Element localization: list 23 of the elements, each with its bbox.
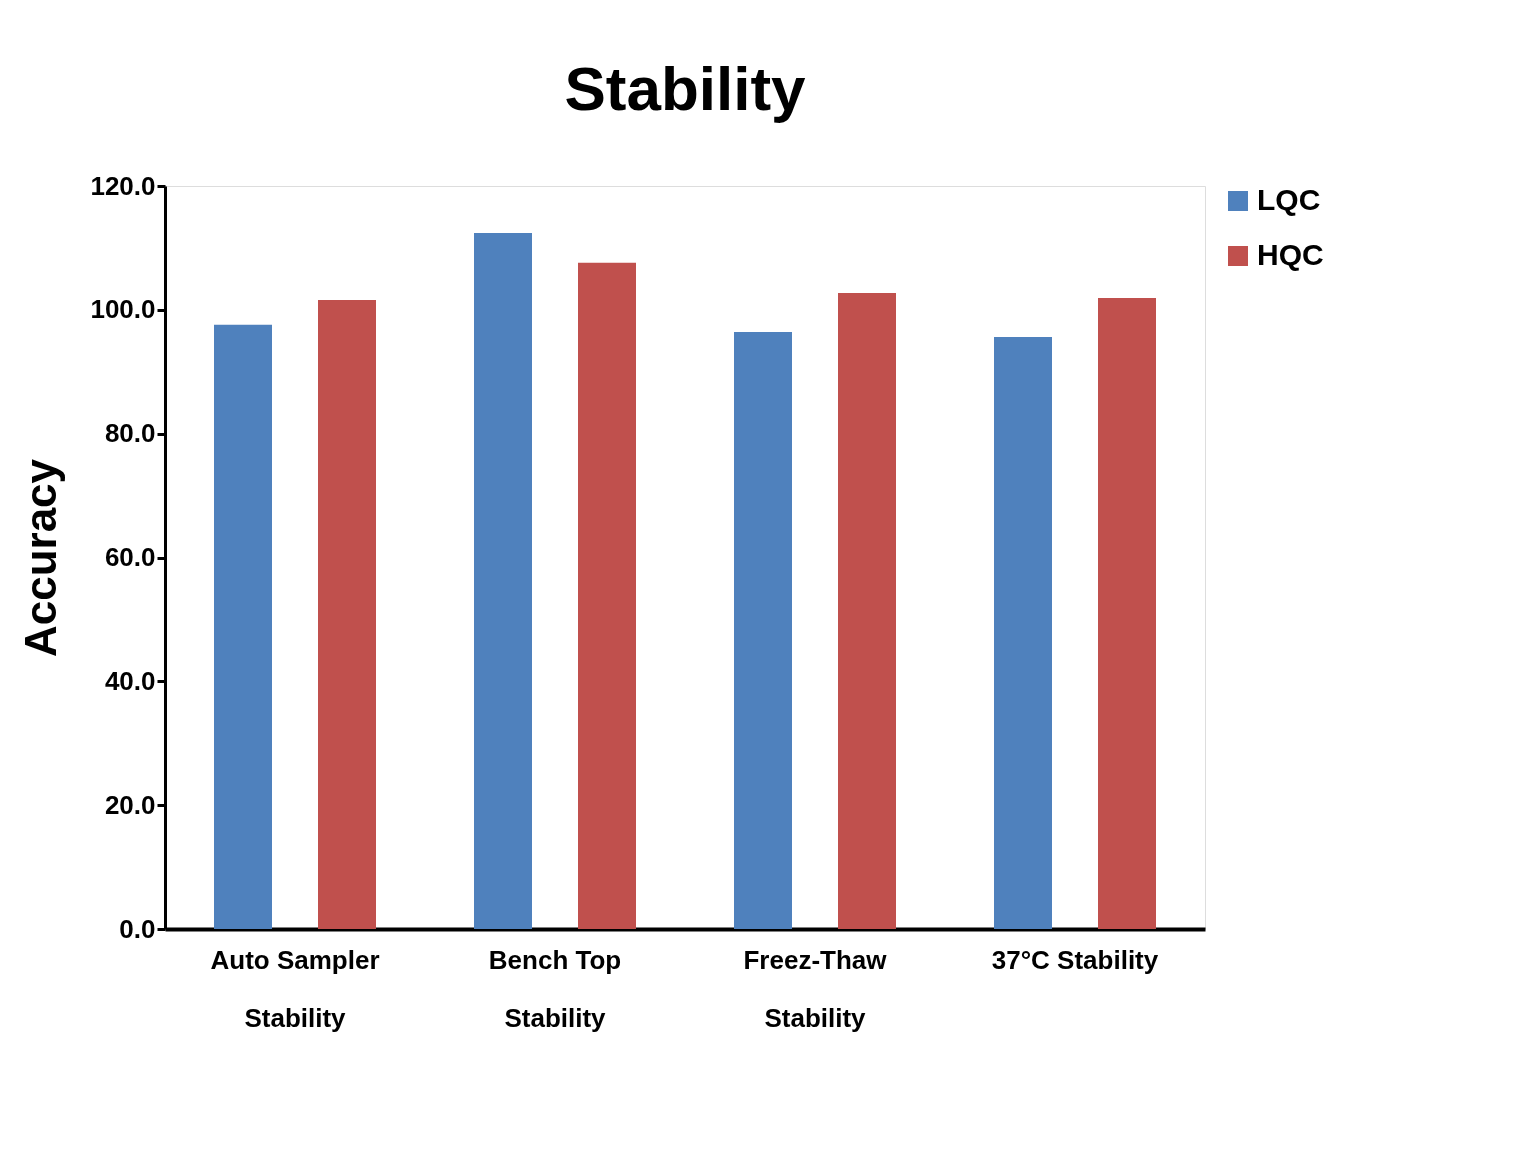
bar [1098,298,1156,929]
y-tick-label: 60.0 [104,542,156,572]
bar [318,299,376,929]
y-tick-label: 0.0 [119,913,156,944]
y-axis-title: Accuracy [16,458,66,658]
y-tick-label: 100.0 [90,294,156,325]
bar [578,262,636,929]
x-tick-label: Freez-Thaw Stability [743,944,888,1033]
legend-label: HQC [1257,238,1324,271]
bar [994,337,1052,929]
bar [734,332,792,929]
x-tick-label: Bench Top Stability [488,944,622,1033]
bar [214,324,272,929]
x-tick-label: Auto Sampler Stability [210,944,380,1033]
x-tick-label: 37°C Stability [991,944,1159,975]
y-tick-label: 80.0 [104,418,156,449]
y-tick-label: 20.0 [104,789,156,820]
y-tick-label: 40.0 [104,665,156,696]
bar [474,233,532,929]
bar [838,293,896,929]
chart-title: Stability [564,54,807,123]
y-tick-label: 120.0 [90,170,156,201]
legend-label: LQC [1257,183,1321,216]
